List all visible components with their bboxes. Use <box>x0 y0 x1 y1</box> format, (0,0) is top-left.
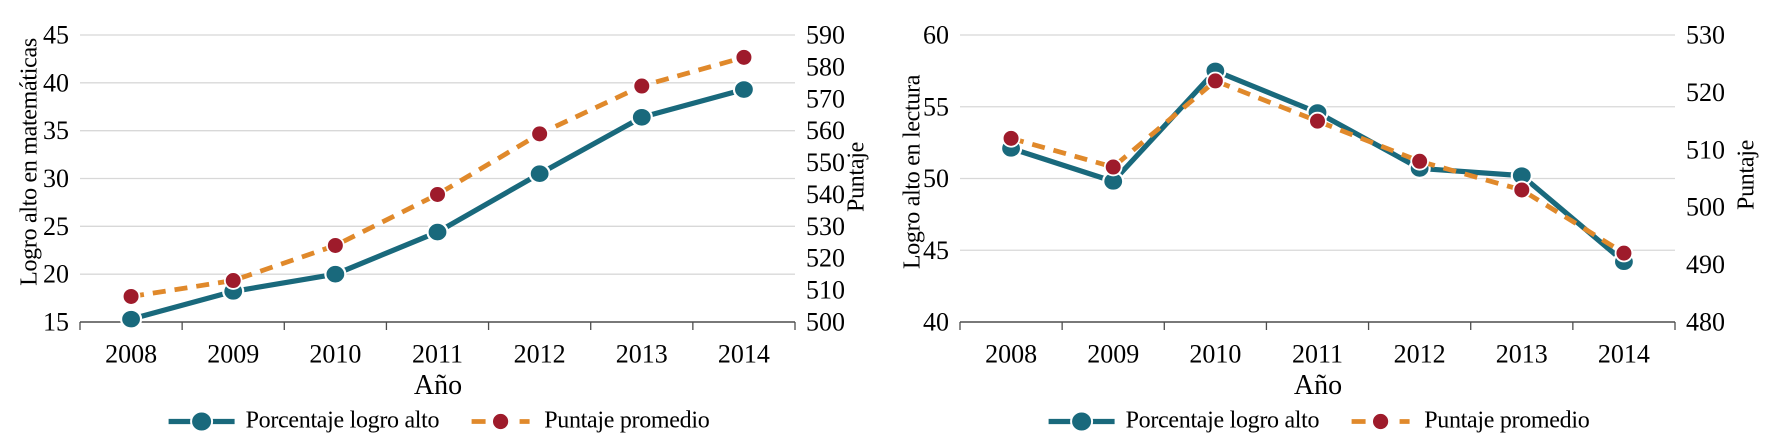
right-axis-tick-label: 500 <box>806 308 845 337</box>
marker-porcentaje-2014 <box>732 79 756 101</box>
marker-puntaje-2008 <box>121 287 141 306</box>
series-line-porcentaje-logro-alto <box>130 87 745 322</box>
x-axis-year-label: 2009 <box>207 340 259 369</box>
right-axis-tick-label: 510 <box>1686 135 1725 164</box>
marker-porcentaje-2012 <box>528 163 551 185</box>
marker-puntaje-2010 <box>1206 71 1225 91</box>
reading-chart-legend: Porcentaje logro alto Puntaje promedio <box>1047 408 1590 435</box>
math-x-axis-title: Año <box>413 370 463 401</box>
marker-porcentaje-2010 <box>324 263 347 285</box>
x-axis-year-label: 2012 <box>1394 340 1446 369</box>
right-axis-tick-label: 580 <box>806 52 845 81</box>
marker-puntaje-2010 <box>326 236 345 255</box>
legend-dashed-line-sample <box>471 411 530 431</box>
marker-puntaje-2009 <box>223 271 243 290</box>
legend-label-puntaje: Puntaje promedio <box>1424 407 1590 434</box>
x-axis-year-label: 2011 <box>412 340 463 369</box>
right-axis-tick-label: 510 <box>806 276 845 305</box>
legend-solid-line-sample <box>1048 410 1115 432</box>
left-axis-tick-label: 45 <box>43 21 69 50</box>
marker-puntaje-2008 <box>1001 129 1021 148</box>
marker-puntaje-2014 <box>734 48 754 67</box>
right-axis-tick-label: 590 <box>806 21 845 50</box>
marker-puntaje-2012 <box>1410 151 1429 171</box>
x-axis-year-label: 2008 <box>105 340 157 369</box>
right-axis-tick-label: 530 <box>1686 21 1725 50</box>
left-axis-tick-label: 20 <box>43 260 69 289</box>
right-axis-tick-label: 560 <box>806 116 845 145</box>
legend-item-porcentaje: Porcentaje logro alto <box>167 408 440 435</box>
marker-puntaje-2012 <box>530 124 549 144</box>
reading-right-axis-title: Puntaje <box>1733 140 1760 210</box>
series-line-puntaje-promedio <box>130 55 745 299</box>
right-axis-tick-label: 490 <box>1686 250 1725 279</box>
right-axis-tick-label: 570 <box>806 84 845 113</box>
math-chart-panel: 45 40 35 30 25 20 15 590 580 570 560 550 540 530 520 51… <box>16 20 870 435</box>
right-axis-tick-label: 520 <box>806 244 845 273</box>
marker-puntaje-2013 <box>632 76 652 96</box>
left-axis-tick-label: 55 <box>923 92 949 121</box>
legend-item-puntaje: Puntaje promedio <box>465 407 710 435</box>
x-axis-year-label: 2009 <box>1087 340 1139 369</box>
left-axis-tick-label: 45 <box>923 236 949 265</box>
left-axis-tick-label: 25 <box>43 212 69 241</box>
x-axis-year-label: 2014 <box>1598 340 1650 369</box>
reading-left-axis-title: Logro alto en lectura <box>899 74 926 270</box>
right-axis-tick-label: 530 <box>806 212 845 241</box>
x-axis-year-label: 2011 <box>1292 340 1343 369</box>
marker-porcentaje-2011 <box>426 221 449 243</box>
marker-puntaje-2009 <box>1103 157 1123 177</box>
legend-dashed-line-sample <box>1351 411 1410 431</box>
left-axis-tick-label: 35 <box>43 116 69 145</box>
marker-porcentaje-2013 <box>630 106 653 128</box>
legend-label-porcentaje: Porcentaje logro alto <box>245 407 440 434</box>
reading-chart-panel: 60 55 50 45 40 530 520 510 500 490 480 2008 2009 2010… <box>886 0 1772 444</box>
x-axis-year-label: 2013 <box>616 340 668 369</box>
left-axis-tick-label: 40 <box>43 68 69 97</box>
marker-puntaje-2014 <box>1614 243 1634 263</box>
reading-chart-plot: 60 55 50 45 40 530 520 510 500 490 480 2008 2009 2010… <box>923 21 1725 369</box>
legend-item-puntaje: Puntaje promedio <box>1345 407 1590 435</box>
left-axis-tick-label: 30 <box>43 164 69 193</box>
legend-item-porcentaje: Porcentaje logro alto <box>1047 408 1320 435</box>
marker-puntaje-2011 <box>1308 111 1327 131</box>
right-axis-tick-label: 550 <box>806 148 845 177</box>
x-axis-year-label: 2014 <box>718 340 770 369</box>
right-axis-tick-label: 520 <box>1686 78 1725 107</box>
marker-puntaje-2011 <box>428 185 447 204</box>
legend-label-puntaje: Puntaje promedio <box>544 407 710 434</box>
x-axis-year-label: 2010 <box>309 340 361 369</box>
x-axis-year-label: 2013 <box>1496 340 1548 369</box>
right-axis-tick-label: 480 <box>1686 308 1725 337</box>
left-axis-tick-label: 40 <box>923 308 949 337</box>
x-axis-year-label: 2008 <box>985 340 1037 369</box>
left-axis-tick-label: 60 <box>923 21 949 50</box>
right-axis-tick-label: 540 <box>806 180 845 209</box>
x-axis-year-label: 2010 <box>1189 340 1241 369</box>
math-left-axis-title: Logro alto en matemáticas <box>16 38 43 286</box>
math-right-axis-title: Puntaje <box>843 142 870 212</box>
marker-porcentaje-2008 <box>119 308 143 330</box>
x-axis-year-label: 2012 <box>514 340 566 369</box>
right-axis-tick-label: 500 <box>1686 193 1725 222</box>
left-axis-tick-label: 50 <box>923 164 949 193</box>
reading-x-axis-title: Año <box>1293 370 1343 401</box>
legend-label-porcentaje: Porcentaje logro alto <box>1125 407 1320 434</box>
math-chart-legend: Porcentaje logro alto Puntaje promedio <box>167 408 710 435</box>
marker-puntaje-2013 <box>1512 180 1532 200</box>
left-axis-tick-label: 15 <box>43 308 69 337</box>
legend-solid-line-sample <box>168 410 235 432</box>
